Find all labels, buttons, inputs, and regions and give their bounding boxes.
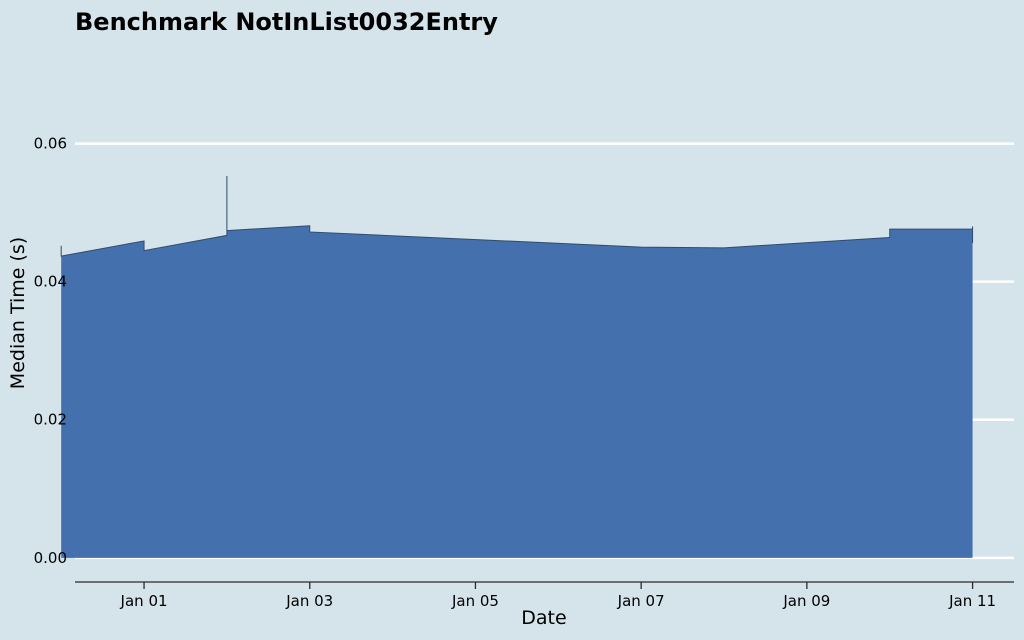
y-tick-label: 0.06 xyxy=(34,135,67,153)
area-fill xyxy=(61,176,973,558)
y-axis-label: Median Time (s) xyxy=(7,237,29,389)
area-edge-line xyxy=(60,176,974,257)
x-tick-label: Jan 11 xyxy=(948,592,996,610)
x-tick-label: Jan 03 xyxy=(285,592,333,610)
y-tick-label: 0.00 xyxy=(34,549,67,567)
x-axis: Jan 01 Jan 03 Jan 05 Jan 07 Jan 09 Jan 11 xyxy=(75,581,1014,610)
chart-title: Benchmark NotInList0032Entry xyxy=(75,8,498,36)
x-axis-label: Date xyxy=(521,607,566,629)
x-tick-label: Jan 07 xyxy=(617,592,665,610)
y-axis: 0.00 0.02 0.04 0.06 xyxy=(34,135,67,567)
area-series xyxy=(60,176,974,558)
x-tick-label: Jan 09 xyxy=(782,592,830,610)
y-tick-label: 0.02 xyxy=(34,411,67,429)
x-tick-label: Jan 05 xyxy=(451,592,499,610)
x-tick-label: Jan 01 xyxy=(120,592,168,610)
y-tick-label: 0.04 xyxy=(34,273,67,291)
